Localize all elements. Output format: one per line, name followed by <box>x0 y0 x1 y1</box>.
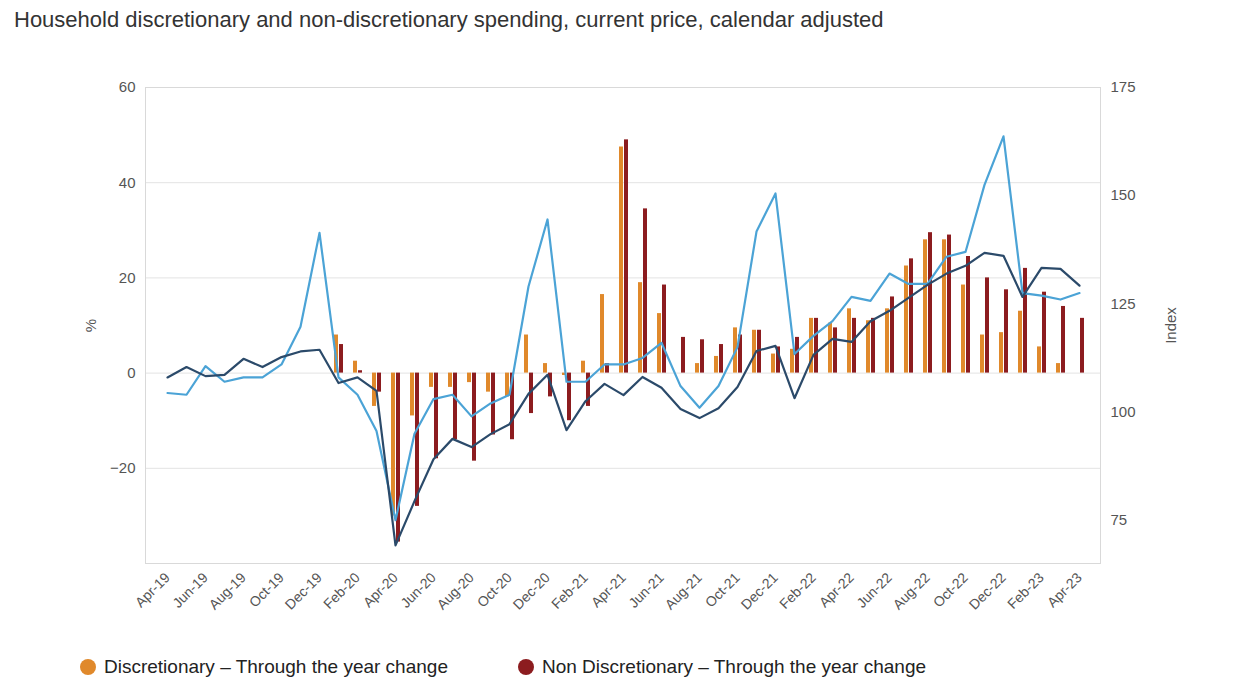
svg-text:Oct-19: Oct-19 <box>246 569 287 610</box>
svg-text:60: 60 <box>119 78 136 95</box>
svg-text:Dec-19: Dec-19 <box>282 569 325 612</box>
svg-text:Dec-22: Dec-22 <box>966 569 1009 612</box>
html-text:Discretionary – Through the ye: Discretionary – Through the year change <box>104 656 448 677</box>
svg-text:Jun-19: Jun-19 <box>169 569 211 611</box>
svg-text:Dec-20: Dec-20 <box>510 569 553 612</box>
svg-text:40: 40 <box>119 174 136 191</box>
svg-text:%: % <box>82 319 99 332</box>
svg-text:175: 175 <box>1111 78 1136 95</box>
svg-text:150: 150 <box>1111 186 1136 203</box>
svg-text:Jun-20: Jun-20 <box>397 569 439 611</box>
svg-text:Apr-20: Apr-20 <box>360 569 401 610</box>
svg-text:Jun-22: Jun-22 <box>853 569 895 611</box>
svg-text:Feb-22: Feb-22 <box>776 569 819 612</box>
svg-text:Apr-21: Apr-21 <box>588 569 629 610</box>
svg-text:Feb-21: Feb-21 <box>548 569 591 612</box>
svg-text:75: 75 <box>1111 511 1128 528</box>
svg-text:Apr-19: Apr-19 <box>132 569 173 610</box>
svg-text:125: 125 <box>1111 295 1136 312</box>
html-text:Non Discretionary – Through th: Non Discretionary – Through the year cha… <box>542 656 927 677</box>
svg-text:Oct-21: Oct-21 <box>702 569 743 610</box>
svg-text:Apr-23: Apr-23 <box>1044 569 1085 610</box>
svg-text:Apr-22: Apr-22 <box>816 569 857 610</box>
svg-text:Index: Index <box>1162 307 1179 344</box>
svg-text:Aug-22: Aug-22 <box>890 569 933 612</box>
svg-text:Feb-20: Feb-20 <box>320 569 363 612</box>
svg-text:Jun-21: Jun-21 <box>625 569 667 611</box>
html-text:Household discretionary and no: Household discretionary and non-discreti… <box>14 7 884 32</box>
svg-text:Feb-23: Feb-23 <box>1004 569 1047 612</box>
svg-text:Aug-20: Aug-20 <box>434 569 477 612</box>
svg-text:Aug-21: Aug-21 <box>662 569 705 612</box>
svg-text:0: 0 <box>127 364 135 381</box>
svg-text:Oct-20: Oct-20 <box>474 569 515 610</box>
svg-text:20: 20 <box>119 269 136 286</box>
svg-text:Aug-19: Aug-19 <box>206 569 249 612</box>
svg-text:−20: −20 <box>110 459 135 476</box>
svg-text:Dec-21: Dec-21 <box>738 569 781 612</box>
svg-text:100: 100 <box>1111 403 1136 420</box>
svg-text:Oct-22: Oct-22 <box>930 569 971 610</box>
